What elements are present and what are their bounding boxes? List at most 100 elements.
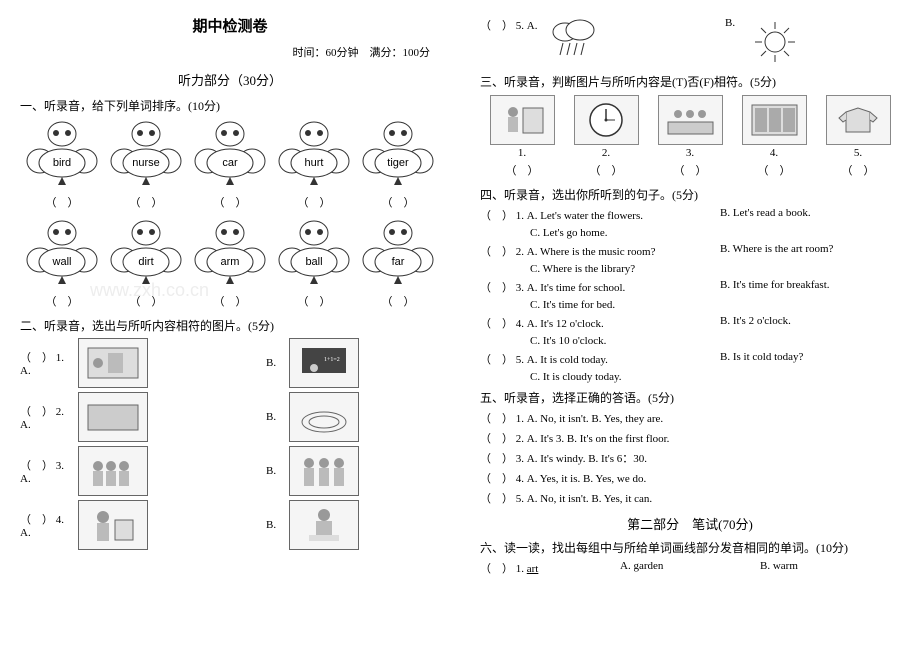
q4-header: 四、听录音，选出你所听到的句子。(5分) — [480, 186, 900, 203]
blank-paren: （ ） — [590, 162, 623, 178]
blank-paren: （ ） — [110, 194, 182, 210]
q4-opt-b: B. Let's read a book. — [720, 207, 811, 223]
q2-5-prefix: （ ） 5. A. — [480, 17, 545, 67]
q2-image-icon — [289, 446, 359, 496]
q4-opt-a: （ ） 5. A. It is cold today. — [480, 351, 720, 367]
bee-word: wall — [53, 256, 72, 268]
q6-opt-a: A. garden — [620, 560, 760, 576]
q2-prefix: （ ） 4. A. — [20, 511, 75, 539]
blank-paren: （ ） — [26, 293, 98, 309]
bee-word: hurt — [305, 157, 324, 169]
q2-row: （ ） 3. A. B. — [20, 446, 440, 496]
bee-item: dirt — [110, 218, 182, 288]
sun-icon — [745, 17, 805, 67]
q4-opt-b: B. It's time for breakfast. — [720, 279, 830, 295]
q3-image-icon — [658, 95, 723, 145]
blank-paren: （ ） — [842, 162, 875, 178]
q5-header: 五、听录音，选择正确的答语。(5分) — [480, 389, 900, 406]
bee-word: tiger — [387, 157, 408, 169]
q2-5-b-label: B. — [725, 17, 735, 67]
svg-text:1+1=2: 1+1=2 — [324, 357, 340, 363]
q3-header: 三、听录音，判断图片与所听内容是(T)否(F)相符。(5分) — [480, 73, 900, 90]
q4-opt-a: （ ） 3. A. It's time for school. — [480, 279, 720, 295]
q6-opt-b: B. warm — [760, 560, 798, 576]
q6-row: （ ） 1. art A. garden B. warm — [480, 560, 900, 576]
q6-label: （ ） 1. art — [480, 560, 620, 576]
q5-item: （ ） 4. A. Yes, it is. B. Yes, we do. — [480, 470, 900, 486]
blank-paren: （ ） — [278, 194, 350, 210]
q5-item: （ ） 5. A. No, it isn't. B. Yes, it can. — [480, 490, 900, 506]
q4-opt-b: B. Is it cold today? — [720, 351, 803, 367]
q2-prefix: （ ） 2. A. — [20, 403, 75, 431]
q2-image-icon — [289, 392, 359, 442]
q2-row: （ ） 4. A. B. — [20, 500, 440, 550]
q4-opt-c: C. Let's go home. — [480, 227, 607, 239]
bee-item: arm — [194, 218, 266, 288]
q3-num: 4. — [770, 147, 778, 159]
bee-item: far — [362, 218, 434, 288]
q6-header: 六、读一读，找出每组中与所给单词画线部分发音相同的单词。(10分) — [480, 539, 900, 556]
exam-title: 期中检测卷 — [20, 15, 440, 36]
left-page: 期中检测卷 时间：60分钟 满分：100分 听力部分（30分） 一、听录音，给下… — [0, 0, 460, 649]
paren-row-1: （ ） （ ） （ ） （ ） （ ） — [20, 194, 440, 210]
listening-section-title: 听力部分（30分） — [20, 70, 440, 89]
q5-item: （ ） 3. A. It's windy. B. It's 6：30. — [480, 450, 900, 466]
q4-opt-b: B. Where is the art room? — [720, 243, 833, 259]
q2-header: 二、听录音，选出与所听内容相符的图片。(5分) — [20, 317, 440, 334]
bee-item: car — [194, 119, 266, 189]
exam-timing: 时间：60分钟 满分：100分 — [20, 44, 440, 60]
q3-parens-row: （ ） （ ） （ ） （ ） （ ） — [480, 162, 900, 178]
blank-paren: （ ） — [26, 194, 98, 210]
blank-paren: （ ） — [194, 194, 266, 210]
q3-image-icon — [490, 95, 555, 145]
blank-paren: （ ） — [506, 162, 539, 178]
q4-opt-a: （ ） 2. A. Where is the music room? — [480, 243, 720, 259]
bee-word: car — [222, 157, 237, 169]
part2-title: 第二部分 笔试(70分) — [480, 514, 900, 533]
bee-item: ball — [278, 218, 350, 288]
q2-row: （ ） 2. A. B. — [20, 392, 440, 442]
bee-word: nurse — [132, 157, 160, 169]
bee-item: bird — [26, 119, 98, 189]
blank-paren: （ ） — [362, 194, 434, 210]
right-page: （ ） 5. A. B. 三、听录音，判断图片与所听内容是(T)否(F)相符。(… — [460, 0, 920, 649]
q2-image-icon — [78, 392, 148, 442]
q4-block: （ ） 1. A. Let's water the flowers.B. Let… — [480, 207, 900, 383]
q2-row-5: （ ） 5. A. B. — [480, 17, 900, 67]
bee-item: wall — [26, 218, 98, 288]
blank-paren: （ ） — [758, 162, 791, 178]
blank-paren: （ ） — [110, 293, 182, 309]
q2-prefix: （ ） 3. A. — [20, 457, 75, 485]
bee-word: ball — [305, 256, 322, 268]
q2-b-label: B. — [266, 357, 286, 369]
q2-image-icon — [289, 500, 359, 550]
bee-word: far — [392, 256, 405, 268]
q4-opt-b: B. It's 2 o'clock. — [720, 315, 791, 331]
q2-image-icon: 1+1=2 — [289, 338, 359, 388]
q3-image-icon — [742, 95, 807, 145]
bee-item: nurse — [110, 119, 182, 189]
q3-images-row — [480, 95, 900, 145]
bee-row-2: wall dirt arm ball far — [20, 218, 440, 288]
blank-paren: （ ） — [674, 162, 707, 178]
bee-item: hurt — [278, 119, 350, 189]
q4-opt-c: C. Where is the library? — [480, 263, 635, 275]
q4-opt-c: C. It's 10 o'clock. — [480, 335, 606, 347]
q4-opt-c: C. It's time for bed. — [480, 299, 615, 311]
blank-paren: （ ） — [278, 293, 350, 309]
q2-prefix: （ ） 1. A. — [20, 349, 75, 377]
q2-image-icon — [78, 446, 148, 496]
rain-cloud-icon — [545, 17, 605, 67]
q5-item: （ ） 2. A. It's 3. B. It's on the first f… — [480, 430, 900, 446]
blank-paren: （ ） — [362, 293, 434, 309]
q2-b-label: B. — [266, 411, 286, 423]
q2-b-label: B. — [266, 465, 286, 477]
q4-opt-a: （ ） 4. A. It's 12 o'clock. — [480, 315, 720, 331]
bee-word: arm — [221, 256, 240, 268]
q3-image-icon — [574, 95, 639, 145]
q3-num: 1. — [518, 147, 526, 159]
bee-row-1: bird nurse car hurt tiger — [20, 119, 440, 189]
bee-word: bird — [53, 157, 71, 169]
q3-num: 3. — [686, 147, 694, 159]
bee-word: dirt — [138, 256, 153, 268]
